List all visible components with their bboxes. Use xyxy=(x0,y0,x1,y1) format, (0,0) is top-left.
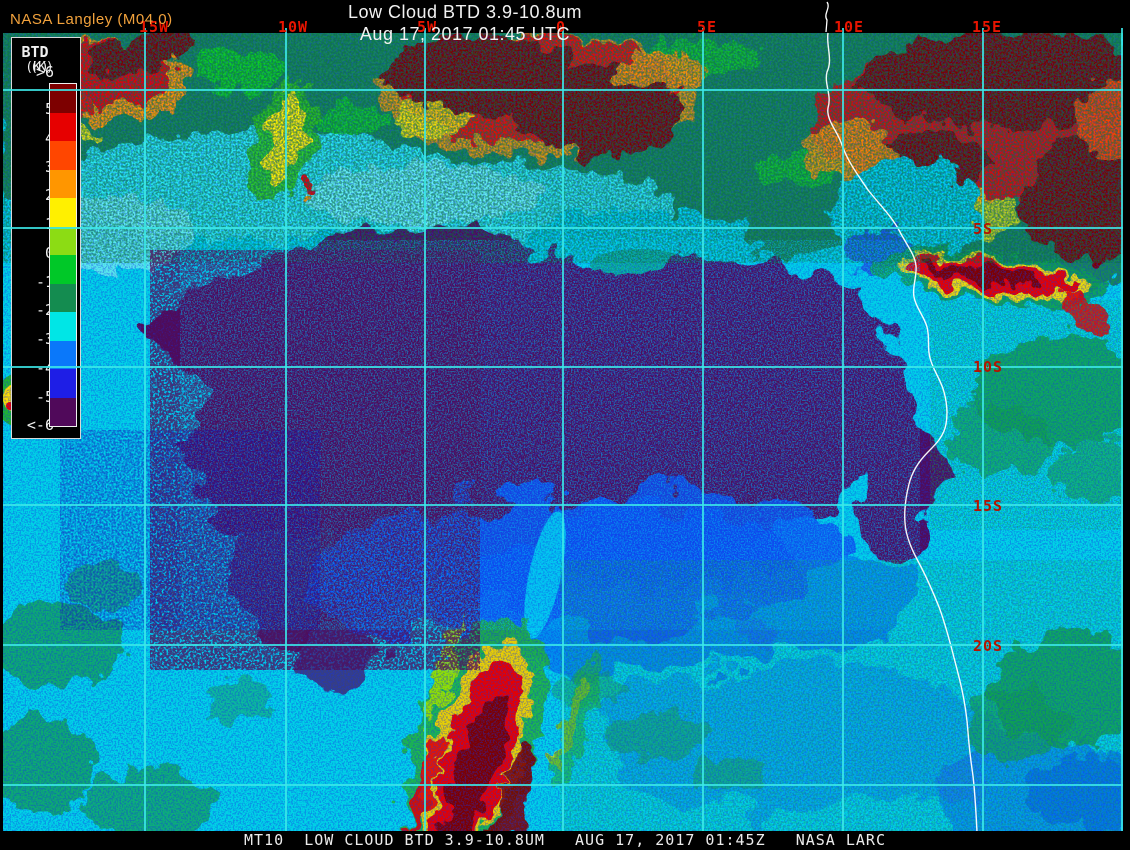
credit-label: NASA Langley (M04.0) xyxy=(10,11,173,28)
legend-color-segment xyxy=(50,312,76,341)
header: Low Cloud BTD 3.9-10.8um Aug 17, 2017 01… xyxy=(0,2,930,45)
btd-legend: BTD (K) >6 5 4 3 2 1 0 -1 -2 -3 -4 -5 <-… xyxy=(11,37,81,439)
latitude-label: 5S xyxy=(973,220,994,238)
legend-color-segment xyxy=(50,141,76,170)
legend-tick: -3 xyxy=(35,330,54,348)
legend-color-segment xyxy=(50,369,76,398)
gridline-vertical xyxy=(285,28,287,832)
legend-tick: <-6 xyxy=(26,416,54,434)
legend-color-segment xyxy=(50,84,76,113)
legend-tick: 5 xyxy=(12,101,54,117)
gridline-horizontal xyxy=(3,644,1123,646)
gridline-horizontal xyxy=(3,366,1123,368)
longitude-label: 15E xyxy=(972,18,1003,36)
page-title: Low Cloud BTD 3.9-10.8um xyxy=(347,2,583,22)
map-pixels xyxy=(3,33,1123,832)
legend-color-segment xyxy=(50,198,76,227)
legend-tick: 4 xyxy=(12,130,54,146)
gridline-vertical xyxy=(842,28,844,832)
legend-tick: >6 xyxy=(35,63,54,81)
legend-units: (K) xyxy=(25,60,49,75)
caption-text: MT10 LOW CLOUD BTD 3.9-10.8UM AUG 17, 20… xyxy=(244,831,886,849)
longitude-label: 10E xyxy=(834,18,865,36)
legend-tick: -4 xyxy=(35,359,54,377)
gridline-vertical xyxy=(982,28,984,832)
gridline-vertical xyxy=(1121,28,1123,832)
gridline-vertical xyxy=(702,28,704,832)
legend-colorbar xyxy=(49,83,77,427)
legend-tick: 3 xyxy=(12,159,54,175)
legend-color-segment xyxy=(50,226,76,255)
gridline-horizontal xyxy=(3,504,1123,506)
latitude-label: 10S xyxy=(973,358,1004,376)
legend-tick: 1 xyxy=(12,216,54,232)
legend-color-segment xyxy=(50,169,76,198)
caption-bar: MT10 LOW CLOUD BTD 3.9-10.8UM AUG 17, 20… xyxy=(0,831,1130,850)
legend-tick: -5 xyxy=(35,388,54,406)
legend-color-segment xyxy=(50,112,76,141)
longitude-label: 10W xyxy=(278,18,309,36)
gridline-vertical xyxy=(424,28,426,832)
longitude-label: 0 xyxy=(556,18,567,36)
gridline-horizontal xyxy=(3,227,1123,229)
gridline-vertical xyxy=(562,28,564,832)
legend-tick: 2 xyxy=(12,187,54,203)
latitude-label: 20S xyxy=(973,637,1004,655)
legend-tick: -1 xyxy=(35,273,54,291)
legend-color-segment xyxy=(50,340,76,369)
gridline-horizontal xyxy=(3,784,1123,786)
longitude-label: 15W xyxy=(139,18,170,36)
legend-title: BTD xyxy=(21,43,49,61)
longitude-label: 5W xyxy=(417,18,438,36)
latitude-label: 15S xyxy=(973,497,1004,515)
coastline-path xyxy=(825,1,978,833)
legend-tick: -2 xyxy=(35,301,54,319)
gridline-horizontal xyxy=(3,89,1123,91)
legend-tick: 0 xyxy=(12,245,54,261)
gridline-vertical xyxy=(144,28,146,832)
longitude-label: 5E xyxy=(697,18,718,36)
legend-color-segment xyxy=(50,283,76,312)
legend-color-segment xyxy=(50,397,76,426)
legend-color-segment xyxy=(50,255,76,284)
page-subtitle: Aug 17, 2017 01:45 UTC xyxy=(359,24,571,44)
